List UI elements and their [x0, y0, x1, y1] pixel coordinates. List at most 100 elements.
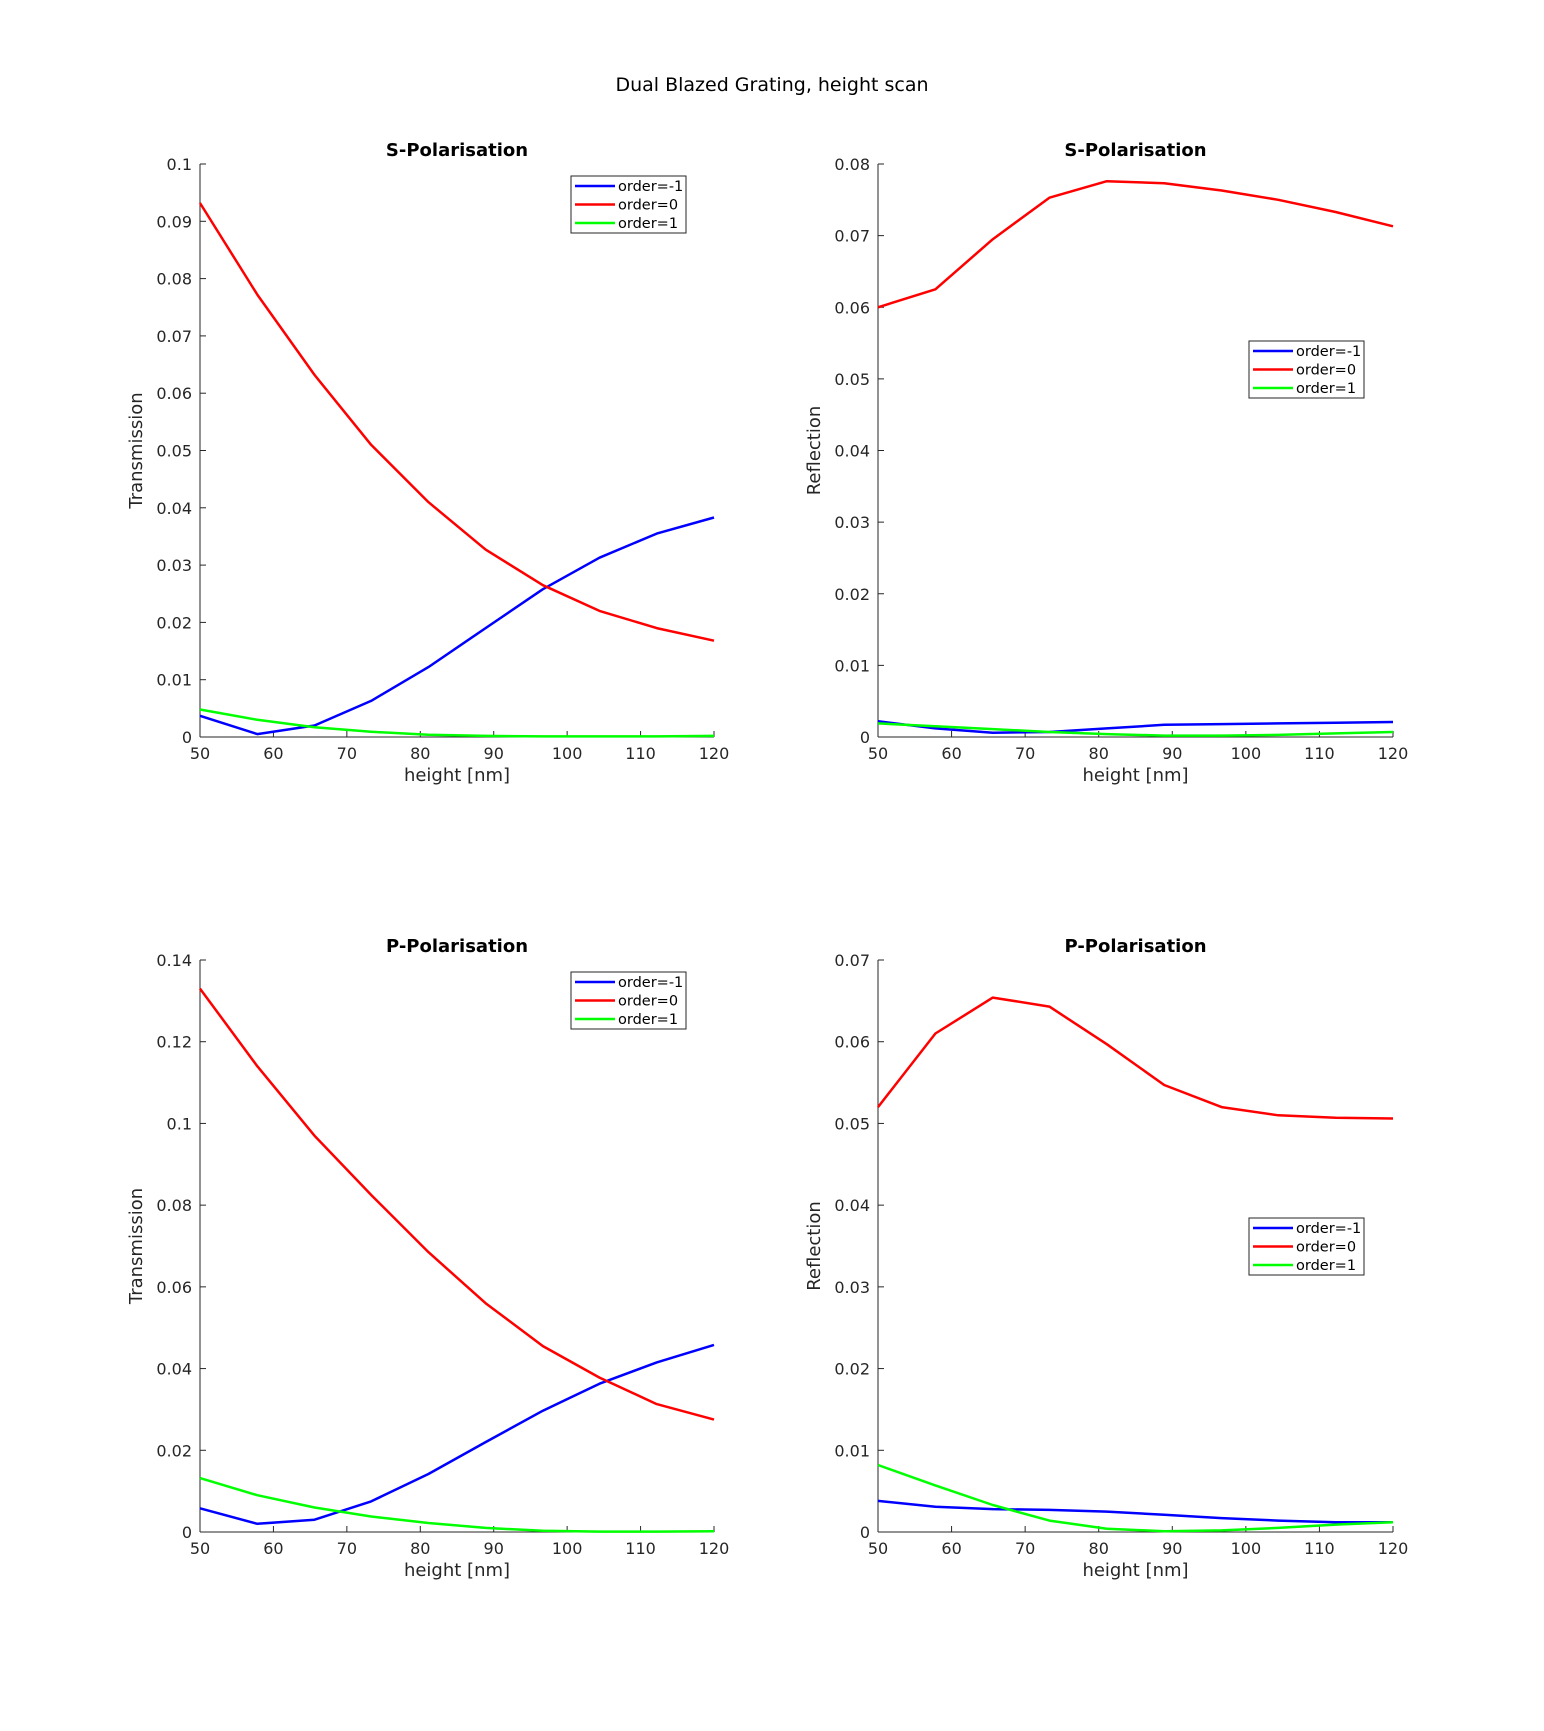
series-line-3	[877, 1463, 1394, 1533]
x-tick-label: 90	[1162, 1539, 1182, 1558]
y-tick-label: 0.03	[834, 513, 870, 532]
subplot-3: P-Polarisation 50 60 70 80 90 100 110 120 0 0.02 0.…	[126, 936, 729, 1581]
y-tick-label: 0	[860, 728, 870, 747]
y-tick-label: 0.14	[156, 951, 192, 970]
y-tick-label: 0.05	[156, 442, 192, 461]
y-tick-label: 0	[860, 1523, 870, 1542]
legend: order=-1 order=0 order=1	[1248, 1217, 1365, 1276]
legend-label: order=1	[1296, 381, 1356, 397]
y-tick-label: 0.08	[834, 155, 870, 174]
y-axis-label: Reflection	[804, 1201, 825, 1291]
y-tick-label: 0.04	[156, 1360, 192, 1379]
y-tick-label: 0.08	[156, 1196, 192, 1215]
x-tick-label: 50	[190, 744, 210, 763]
y-tick-label: 0.06	[156, 384, 192, 403]
series-line-2	[877, 996, 1394, 1120]
y-tick-label: 0.07	[834, 951, 870, 970]
legend-label: order=1	[618, 1012, 678, 1028]
x-axis-label: height [nm]	[1082, 1560, 1188, 1581]
x-tick-label: 60	[941, 1539, 961, 1558]
y-tick-label: 0.03	[834, 1278, 870, 1297]
y-axis-label: Transmission	[126, 1188, 147, 1305]
y-axis-label: Reflection	[804, 406, 825, 496]
legend-label: order=0	[618, 198, 678, 214]
y-tick-label: 0.06	[834, 1033, 870, 1052]
x-tick-label: 50	[868, 1539, 888, 1558]
legend-label: order=1	[618, 216, 678, 232]
x-tick-label: 120	[1378, 744, 1409, 763]
series-line-3	[877, 722, 1394, 737]
x-tick-label: 80	[410, 1539, 430, 1558]
y-tick-label: 0.01	[834, 656, 870, 675]
y-tick-label: 0.01	[834, 1441, 870, 1460]
y-tick-label: 0.05	[834, 1114, 870, 1133]
y-tick-label: 0.05	[834, 370, 870, 389]
x-tick-label: 80	[410, 744, 430, 763]
legend-label: order=1	[1296, 1258, 1356, 1274]
subplot-2: S-Polarisation 50 60 70 80 90 100 110 120 0 0.01 0.…	[804, 140, 1408, 786]
x-tick-label: 70	[337, 1539, 357, 1558]
legend-label: order=-1	[1296, 1221, 1361, 1237]
subplot-title: S-Polarisation	[386, 140, 528, 161]
x-axis-label: height [nm]	[1082, 765, 1188, 786]
x-tick-label: 110	[1304, 1539, 1335, 1558]
series-line-1	[877, 719, 1394, 734]
subplot-4: P-Polarisation 50 60 70 80 90 100 110 120 0 0.01 0.…	[804, 936, 1408, 1581]
y-tick-label: 0.06	[156, 1278, 192, 1297]
series-line-2	[198, 202, 715, 642]
y-tick-label: 0.1	[167, 1114, 192, 1133]
y-tick-label: 0.02	[834, 1360, 870, 1379]
figure-title: Dual Blazed Grating, height scan	[615, 74, 929, 96]
x-tick-label: 50	[868, 744, 888, 763]
x-tick-label: 100	[552, 1539, 583, 1558]
y-tick-label: 0.12	[156, 1033, 192, 1052]
subplot-title: P-Polarisation	[1064, 936, 1206, 957]
legend: order=-1 order=0 order=1	[1248, 340, 1365, 399]
series-line-3	[199, 708, 715, 738]
x-tick-label: 80	[1089, 1539, 1109, 1558]
legend-label: order=-1	[618, 179, 683, 195]
x-tick-label: 90	[484, 744, 504, 763]
x-tick-label: 60	[263, 1539, 283, 1558]
series-line-3	[199, 1476, 715, 1533]
y-tick-label: 0.09	[156, 212, 192, 231]
subplot-1: S-Polarisation 50 60 70 80 90 100 110 120 0 0.01 0.…	[126, 140, 729, 786]
x-tick-label: 80	[1089, 744, 1109, 763]
series-line-2	[198, 987, 715, 1421]
series-line-1	[877, 1499, 1393, 1524]
x-tick-label: 70	[1015, 1539, 1035, 1558]
y-tick-label: 0.02	[156, 613, 192, 632]
y-tick-label: 0.08	[156, 270, 192, 289]
y-tick-label: 0.07	[156, 327, 192, 346]
legend: order=-1 order=0 order=1	[570, 175, 687, 234]
x-tick-label: 90	[484, 1539, 504, 1558]
series-line-1	[199, 1343, 715, 1526]
legend-label: order=-1	[618, 975, 683, 991]
y-tick-label: 0.04	[834, 442, 870, 461]
subplot-title: S-Polarisation	[1064, 140, 1206, 161]
x-tick-label: 60	[941, 744, 961, 763]
y-tick-label: 0.04	[156, 499, 192, 518]
x-tick-label: 50	[190, 1539, 210, 1558]
x-tick-label: 110	[625, 744, 656, 763]
x-tick-label: 90	[1162, 744, 1182, 763]
x-tick-label: 110	[625, 1539, 656, 1558]
x-tick-label: 120	[699, 1539, 730, 1558]
y-tick-label: 0.03	[156, 556, 192, 575]
x-tick-label: 100	[1231, 744, 1262, 763]
series-line-2	[877, 179, 1394, 309]
y-tick-label: 0.06	[834, 298, 870, 317]
series-line-1	[199, 516, 715, 736]
x-axis-label: height [nm]	[404, 1560, 510, 1581]
legend-label: order=0	[1296, 1240, 1356, 1256]
x-tick-label: 110	[1304, 744, 1335, 763]
legend: order=-1 order=0 order=1	[570, 971, 687, 1030]
y-tick-label: 0.01	[156, 671, 192, 690]
x-tick-label: 60	[263, 744, 283, 763]
x-axis-label: height [nm]	[404, 765, 510, 786]
y-tick-label: 0.02	[156, 1441, 192, 1460]
y-tick-label: 0.04	[834, 1196, 870, 1215]
y-tick-label: 0.07	[834, 227, 870, 246]
